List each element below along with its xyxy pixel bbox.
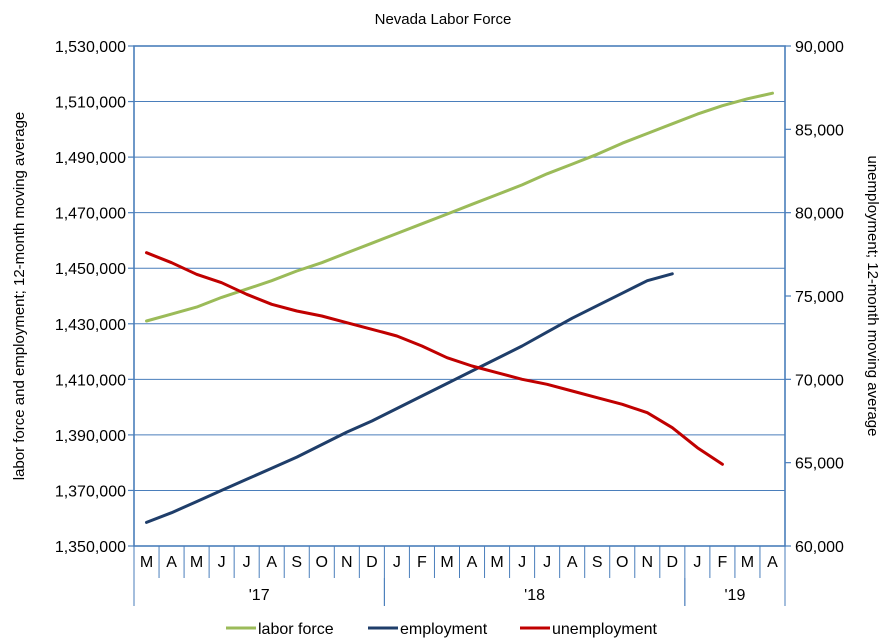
right-tick-label: 70,000 [795, 372, 844, 389]
right-tick-label: 65,000 [795, 456, 844, 473]
month-label: N [341, 554, 353, 571]
legend-label: employment [400, 621, 488, 638]
left-tick-label: 1,450,000 [55, 261, 126, 278]
month-label: M [190, 554, 203, 571]
right-tick-label: 90,000 [795, 39, 844, 56]
month-label: A [467, 554, 478, 571]
left-tick-label: 1,530,000 [55, 39, 126, 56]
year-label: '19 [724, 587, 745, 604]
left-tick-label: 1,470,000 [55, 206, 126, 223]
right-axis-label: unemployment; 12-month moving average [864, 156, 881, 437]
month-label: O [616, 554, 628, 571]
left-tick-label: 1,490,000 [55, 150, 126, 167]
year-label: '18 [524, 587, 545, 604]
month-label: J [243, 554, 251, 571]
right-tick-label: 75,000 [795, 289, 844, 306]
left-axis-label: labor force and employment; 12-month mov… [11, 112, 28, 481]
month-label: A [266, 554, 277, 571]
legend-label: unemployment [552, 621, 658, 638]
right-tick-label: 80,000 [795, 206, 844, 223]
month-label: J [518, 554, 526, 571]
month-label: A [767, 554, 778, 571]
month-label: D [366, 554, 378, 571]
right-axis-ticks: 60,000 65,000 70,000 75,000 80,000 85,000 90,0… [785, 39, 844, 556]
chart-title: Nevada Labor Force [375, 11, 512, 28]
legend: labor force employment unemployment [226, 621, 658, 638]
grid-lines [134, 45, 785, 547]
legend-label: labor force [258, 621, 334, 638]
month-label: J [393, 554, 401, 571]
month-label: M [440, 554, 453, 571]
right-tick-label: 60,000 [795, 539, 844, 556]
month-label: S [592, 554, 603, 571]
month-label: M [140, 554, 153, 571]
left-tick-label: 1,430,000 [55, 317, 126, 334]
month-label: S [291, 554, 302, 571]
month-label: A [166, 554, 177, 571]
left-tick-label: 1,350,000 [55, 539, 126, 556]
month-label: J [543, 554, 551, 571]
left-tick-label: 1,370,000 [55, 483, 126, 500]
month-label: M [741, 554, 754, 571]
month-label: N [642, 554, 654, 571]
month-label: D [667, 554, 679, 571]
x-axis: M A M J J A S O N D J F M A M J J A S O N D J F M A'17'18'19 [133, 546, 786, 606]
series-line-labor-force [145, 91, 774, 323]
plot-area [133, 45, 786, 547]
left-axis-ticks: 1,350,000 1,370,000 1,390,000 1,410,000 1,43… [55, 39, 134, 556]
year-label: '17 [249, 587, 270, 604]
right-tick-label: 85,000 [795, 122, 844, 139]
left-tick-label: 1,510,000 [55, 95, 126, 112]
month-label: F [417, 554, 427, 571]
month-label: M [490, 554, 503, 571]
series-line-unemployment [145, 251, 724, 466]
month-label: J [693, 554, 701, 571]
series-layer [145, 91, 774, 524]
month-label: O [316, 554, 328, 571]
month-label: F [718, 554, 728, 571]
series-line-employment [145, 272, 674, 524]
left-tick-label: 1,390,000 [55, 428, 126, 445]
left-tick-label: 1,410,000 [55, 372, 126, 389]
month-label: A [567, 554, 578, 571]
month-label: J [218, 554, 226, 571]
